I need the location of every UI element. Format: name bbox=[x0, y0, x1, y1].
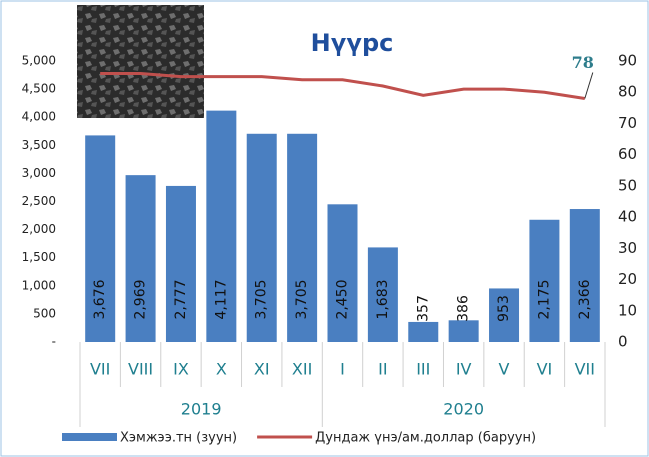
bar bbox=[449, 320, 479, 342]
y-tick-label: 1,000 bbox=[22, 278, 56, 292]
chart-title: Нүүрс bbox=[311, 29, 394, 57]
y-tick-label: 500 bbox=[33, 306, 56, 320]
y2-tick-label: 70 bbox=[618, 114, 637, 132]
value-label: 953 bbox=[496, 295, 512, 322]
data-label: 78 bbox=[572, 53, 594, 72]
y2-tick-label: 80 bbox=[618, 83, 637, 101]
y2-tick-label: 50 bbox=[618, 176, 637, 194]
x-tick-label: IV bbox=[456, 360, 472, 379]
coal-image bbox=[77, 5, 204, 118]
x-tick-label: VI bbox=[537, 360, 553, 379]
value-label: 4,117 bbox=[213, 279, 229, 319]
value-label: 3,705 bbox=[254, 279, 270, 319]
value-label: 2,777 bbox=[173, 279, 189, 319]
x-group-label: 2019 bbox=[181, 400, 222, 419]
value-label: 2,450 bbox=[335, 279, 351, 319]
x-tick-label: V bbox=[499, 360, 510, 379]
y2-tick-label: 40 bbox=[618, 208, 637, 226]
legend-label: Хэмжээ.тн (зуун) bbox=[120, 431, 237, 446]
y2-tick-label: 10 bbox=[618, 301, 637, 319]
value-label: 2,175 bbox=[536, 279, 552, 319]
y-tick-label: 4,500 bbox=[22, 82, 56, 96]
y-tick-label: 4,000 bbox=[22, 110, 56, 124]
legend-label: Дундаж үнэ/ам.доллар (баруун) bbox=[315, 431, 536, 446]
x-tick-label: XI bbox=[254, 360, 270, 379]
x-tick-label: IX bbox=[173, 360, 189, 379]
x-tick-label: VIII bbox=[128, 360, 153, 379]
value-label: 3,705 bbox=[294, 279, 310, 319]
y-tick-label: 5,000 bbox=[22, 54, 56, 68]
value-label: 2,969 bbox=[133, 279, 149, 319]
legend-swatch bbox=[62, 433, 117, 441]
bar bbox=[328, 204, 358, 342]
x-tick-label: I bbox=[340, 360, 345, 379]
y2-tick-label: 0 bbox=[618, 333, 628, 351]
page: {"chart_data":{"type":"bar-line","title"… bbox=[0, 0, 649, 457]
x-group-label: 2020 bbox=[443, 400, 484, 419]
bar bbox=[570, 209, 600, 342]
x-tick-label: VII bbox=[575, 360, 595, 379]
x-tick-label: VII bbox=[90, 360, 110, 379]
y-tick-label: 2,000 bbox=[22, 222, 56, 236]
value-label: 2,366 bbox=[577, 279, 593, 319]
value-label: 386 bbox=[456, 295, 472, 322]
y2-tick-label: 90 bbox=[618, 52, 637, 70]
y-tick-label: 3,500 bbox=[22, 138, 56, 152]
value-label: 1,683 bbox=[375, 279, 391, 319]
y2-tick-label: 60 bbox=[618, 145, 637, 163]
y2-tick-label: 30 bbox=[618, 239, 637, 257]
y-tick-label: 1,500 bbox=[22, 250, 56, 264]
y-tick-label: 3,000 bbox=[22, 166, 56, 180]
y-tick-label: 2,500 bbox=[22, 194, 56, 208]
x-tick-label: XII bbox=[292, 360, 312, 379]
y2-tick-label: 20 bbox=[618, 270, 637, 288]
value-label: 357 bbox=[415, 295, 431, 322]
value-label: 3,676 bbox=[92, 279, 108, 319]
chart: Нүүрс -5001,0001,5002,0002,5003,0003,500… bbox=[0, 0, 649, 457]
bar bbox=[408, 322, 438, 342]
x-tick-label: III bbox=[416, 360, 430, 379]
y-tick-label: - bbox=[52, 335, 56, 349]
x-tick-label: II bbox=[378, 360, 387, 379]
x-tick-label: X bbox=[216, 360, 227, 379]
